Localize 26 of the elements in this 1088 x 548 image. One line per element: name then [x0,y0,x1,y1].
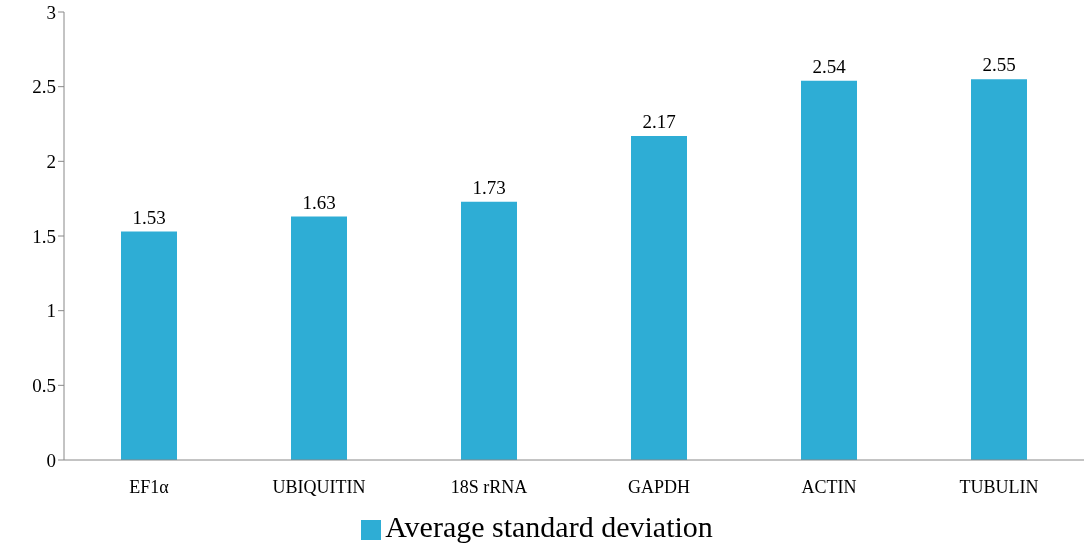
x-tick-label: 18S rRNA [450,476,528,497]
bar [461,201,517,460]
bar [801,80,857,460]
data-label: 1.63 [302,191,336,213]
bar [121,231,177,460]
x-tick-label: EF1α [129,476,170,497]
y-tick-label: 1 [46,300,56,322]
data-label: 1.73 [472,176,506,198]
y-tick-label: 3 [46,1,56,23]
y-tick-label: 0 [46,449,56,471]
data-label: 2.17 [642,110,676,132]
legend-label: Average standard deviation [385,510,713,543]
x-tick-label: GAPDH [627,476,691,497]
x-tick-label: UBIQUITIN [272,476,366,497]
bar [971,79,1027,460]
y-tick-label: 0.5 [32,375,56,397]
data-label: 1.53 [132,206,166,228]
x-tick-label: TUBULIN [959,476,1039,497]
y-tick-label: 1.5 [32,225,56,247]
y-tick-label: 2 [46,151,56,173]
data-label: 2.55 [982,54,1016,76]
x-tick-label: ACTIN [801,476,857,497]
data-label: 2.54 [812,55,847,77]
bar [291,216,347,460]
y-tick-label: 2.5 [32,76,56,98]
bar [631,135,687,460]
